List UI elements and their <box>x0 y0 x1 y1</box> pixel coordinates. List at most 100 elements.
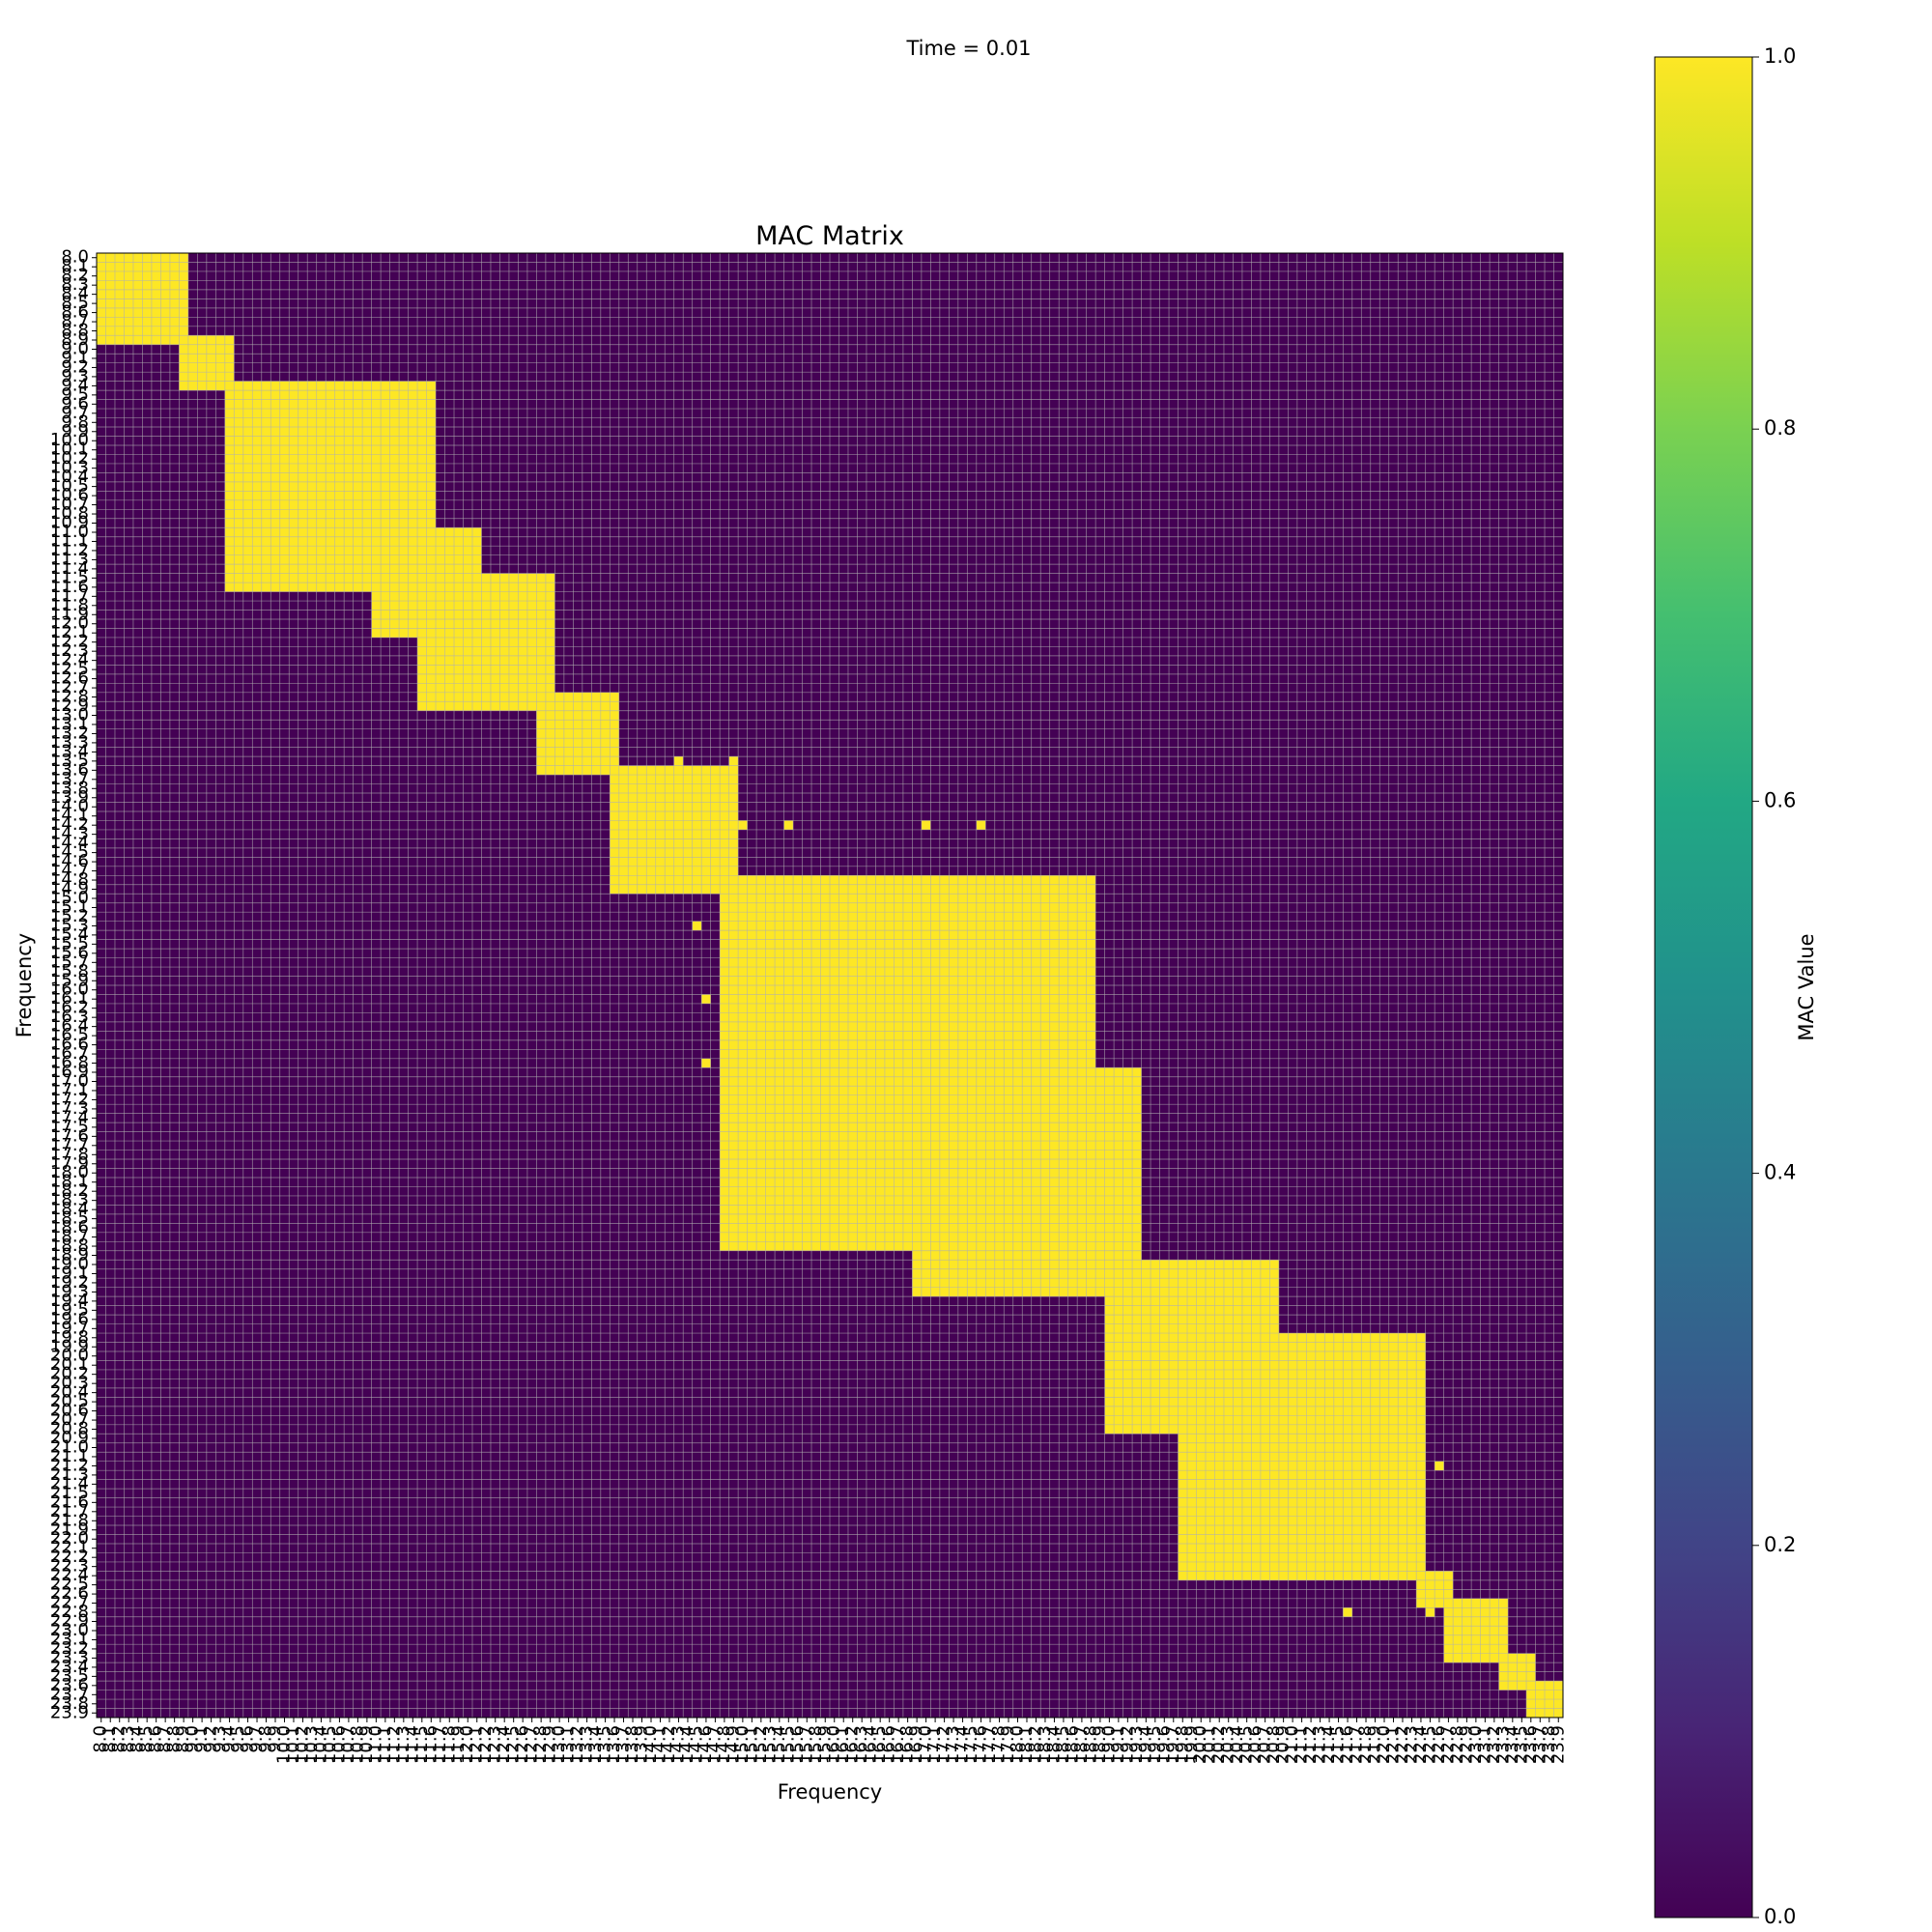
x-tick-label: 22.6 <box>1429 1725 1449 1764</box>
y-tick-label: 8.1 <box>61 256 89 276</box>
x-tick-label: 17.9 <box>998 1725 1018 1764</box>
y-tick-label: 23.9 <box>50 1702 89 1722</box>
y-tick-label: 10.8 <box>50 503 89 524</box>
x-tick-label: 18.9 <box>1090 1725 1110 1764</box>
x-tick-label: 16.0 <box>824 1725 844 1764</box>
x-tick-label: 13.2 <box>567 1725 587 1764</box>
y-tick-label: 12.0 <box>50 613 89 634</box>
y-tick-label: 14.2 <box>50 814 89 835</box>
colorbar-tick-label: 0.4 <box>1764 1161 1796 1184</box>
x-tick-label: 10.4 <box>310 1725 330 1764</box>
y-tick-label: 23.4 <box>50 1657 89 1677</box>
x-tick-label: 14.8 <box>714 1725 734 1764</box>
x-tick-label: 12.9 <box>540 1725 560 1764</box>
y-tick-label: 10.7 <box>50 495 89 515</box>
x-tick-label: 12.8 <box>530 1725 551 1764</box>
x-tick-label: 14.4 <box>677 1725 697 1764</box>
x-tick-label: 10.7 <box>338 1725 358 1764</box>
x-tick-label: 14.9 <box>723 1725 743 1764</box>
x-tick-label: 21.8 <box>1355 1725 1376 1764</box>
x-tick-label: 13.9 <box>632 1725 652 1764</box>
y-tick-label: 14.5 <box>50 842 89 863</box>
x-tick-label: 8.2 <box>109 1725 129 1753</box>
y-tick-label: 18.2 <box>50 1180 89 1201</box>
y-tick-label: 18.4 <box>50 1199 89 1219</box>
x-tick-label: 15.5 <box>778 1725 798 1764</box>
x-tick-label: 15.1 <box>741 1725 761 1764</box>
x-tick-label: 23.1 <box>1474 1725 1494 1764</box>
y-tick-label: 23.2 <box>50 1638 89 1659</box>
x-tick-label: 16.8 <box>897 1725 918 1764</box>
y-tick-label: 9.7 <box>61 403 89 423</box>
y-tick-label: 9.8 <box>61 412 89 432</box>
high-mac-cell-5 <box>783 820 794 830</box>
x-tick-label: 15.0 <box>732 1725 753 1764</box>
y-tick-label: 11.4 <box>50 558 89 579</box>
x-tick-label: 16.5 <box>869 1725 890 1764</box>
y-tick-label: 10.2 <box>50 448 89 469</box>
y-tick-label: 21.3 <box>50 1464 89 1485</box>
y-tick-label: 19.1 <box>50 1263 89 1283</box>
y-tick-label: 17.4 <box>50 1107 89 1127</box>
x-tick-label: 8.1 <box>99 1725 120 1753</box>
y-tick-label: 23.0 <box>50 1620 89 1640</box>
y-tick-label: 14.7 <box>50 861 89 881</box>
x-tick-label: 12.7 <box>522 1725 542 1764</box>
y-tick-label: 17.3 <box>50 1098 89 1119</box>
y-tick-label: 13.5 <box>50 751 89 771</box>
y-tick-label: 16.9 <box>50 1062 89 1082</box>
x-tick-label: 9.6 <box>238 1725 258 1753</box>
y-tick-label: 20.0 <box>50 1346 89 1366</box>
x-tick-label: 15.8 <box>806 1725 826 1764</box>
y-tick-label: 8.9 <box>61 329 89 350</box>
colorbar-label: MAC Value <box>1795 933 1818 1040</box>
y-tick-label: 10.9 <box>50 513 89 533</box>
x-tick-label: 21.4 <box>1319 1725 1339 1764</box>
heatmap-frame <box>96 252 1564 1719</box>
heatmap-gridlines <box>97 253 1563 1718</box>
y-tick-label: 22.0 <box>50 1528 89 1548</box>
x-tick-label: 18.3 <box>1035 1725 1055 1764</box>
high-mac-cell-2 <box>728 756 739 766</box>
y-tick-label: 19.2 <box>50 1272 89 1293</box>
x-tick-label: 11.2 <box>384 1725 404 1764</box>
x-tick-label: 22.9 <box>1456 1725 1476 1764</box>
x-tick-label: 16.1 <box>833 1725 853 1764</box>
y-tick-label: 21.6 <box>50 1492 89 1512</box>
y-tick-label: 22.8 <box>50 1602 89 1622</box>
y-tick-label: 15.7 <box>50 952 89 972</box>
y-tick-label: 19.3 <box>50 1281 89 1301</box>
y-tick-label: 14.4 <box>50 833 89 853</box>
x-tick-label: 8.0 <box>91 1725 111 1753</box>
x-tick-label: 21.3 <box>1310 1725 1330 1764</box>
x-tick-label: 20.0 <box>1190 1725 1210 1764</box>
y-tick-label: 20.8 <box>50 1419 89 1439</box>
y-axis-ticks: 8.08.18.28.38.48.58.68.78.88.99.09.19.29… <box>50 247 97 1722</box>
x-tick-label: 23.9 <box>1548 1725 1568 1764</box>
y-tick-label: 10.5 <box>50 476 89 497</box>
y-tick-label: 21.1 <box>50 1446 89 1466</box>
x-tick-label: 23.4 <box>1502 1725 1522 1764</box>
x-tick-label: 11.4 <box>402 1725 422 1764</box>
y-tick-label: 9.6 <box>61 393 89 413</box>
x-tick-label: 8.5 <box>136 1725 156 1753</box>
y-tick-label: 13.6 <box>50 759 89 780</box>
x-tick-label: 19.4 <box>1135 1725 1155 1764</box>
colorbar-tick-label: 1.0 <box>1764 44 1796 68</box>
y-tick-label: 16.2 <box>50 998 89 1018</box>
x-tick-label: 10.2 <box>292 1725 312 1764</box>
y-tick-label: 8.7 <box>61 311 89 331</box>
y-tick-label: 12.9 <box>50 696 89 716</box>
x-tick-label: 8.8 <box>164 1725 185 1753</box>
x-tick-label: 10.0 <box>273 1725 294 1764</box>
x-tick-label: 12.4 <box>494 1725 514 1764</box>
y-tick-label: 11.8 <box>50 595 89 615</box>
y-tick-label: 13.9 <box>50 787 89 808</box>
y-tick-label: 18.6 <box>50 1217 89 1237</box>
high-mac-region-14 <box>1178 1333 1426 1580</box>
y-tick-label: 9.2 <box>61 356 89 377</box>
x-tick-label: 12.1 <box>467 1725 487 1764</box>
y-tick-label: 11.2 <box>50 540 89 560</box>
x-tick-label: 14.5 <box>686 1725 706 1764</box>
x-tick-label: 9.8 <box>256 1725 276 1753</box>
